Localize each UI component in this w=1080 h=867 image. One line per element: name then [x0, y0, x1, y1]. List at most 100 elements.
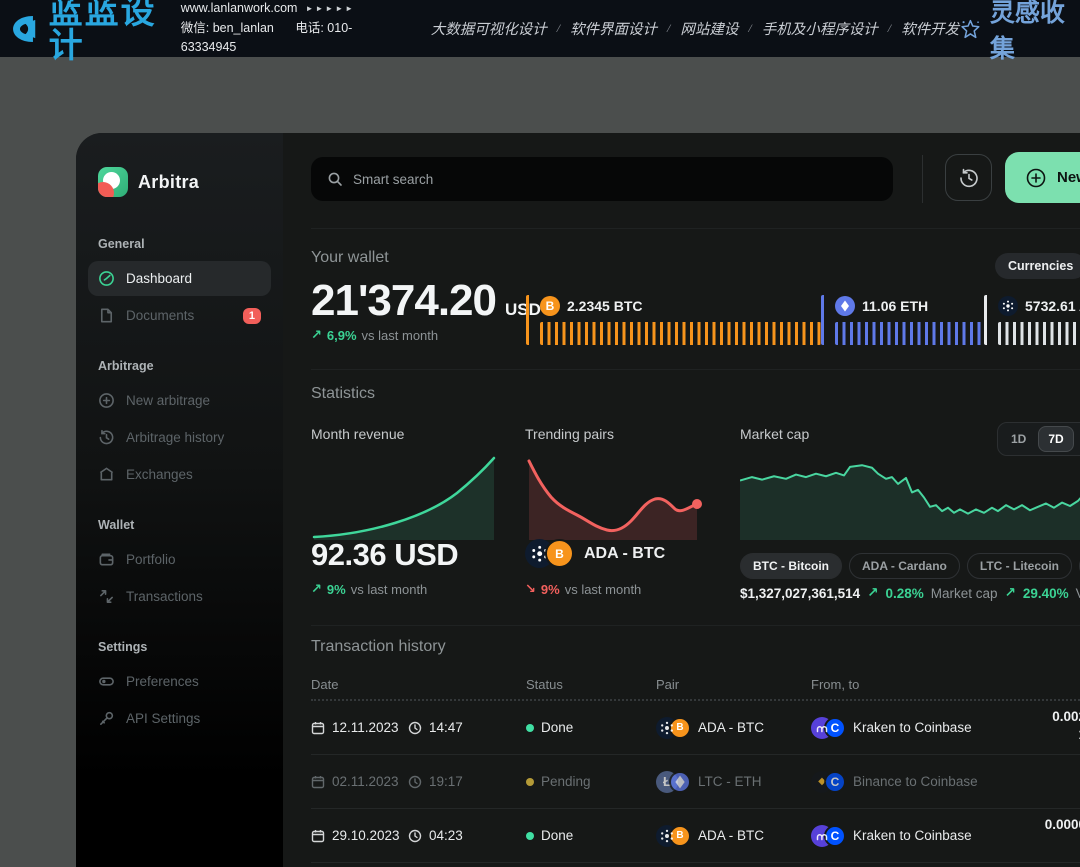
tx-status: Done	[541, 828, 574, 843]
tx-route: Kraken to Coinbase	[853, 828, 972, 843]
sidebar-item-label: Portfolio	[126, 552, 176, 567]
sidebar-item-label: Dashboard	[126, 271, 193, 286]
site-nav: 大数据可视化设计 / 软件界面设计 / 网站建设 / 手机及小程序设计 / 软件…	[431, 18, 959, 39]
nav-section-wallet: Wallet	[98, 518, 135, 532]
statistics-section-title: Statistics	[311, 385, 376, 402]
volume-label: Volume (24	[1076, 586, 1080, 601]
nav-item-bigdata[interactable]: 大数据可视化设计	[430, 22, 547, 38]
wallet-section-title: Your wallet	[311, 249, 389, 266]
range-1m-button[interactable]: 1M	[1076, 426, 1080, 452]
sidebar-item-label: Transactions	[126, 589, 203, 604]
sidebar: Arbitra General Dashboard Documents 1 Ar…	[76, 133, 283, 867]
currencies-button[interactable]: Currencies	[995, 253, 1080, 279]
kraken-icon	[811, 716, 833, 739]
trending-pairs-change: ↘ 9% vs last month	[525, 581, 641, 597]
sidebar-item-arbitrage-history[interactable]: Arbitrage history	[88, 420, 271, 455]
holding-btc: B 2.2345 BTC	[526, 295, 821, 345]
table-row[interactable]: 02.11.2023 19:17 Pending Ł LTC - ETH ◆ C …	[311, 755, 1080, 809]
sidebar-item-label: Documents	[126, 308, 195, 323]
market-cap-value: $1,327,027,361,514	[740, 585, 861, 601]
tag-ltc-litecoin[interactable]: LTC - Litecoin	[966, 553, 1072, 579]
eth-coin-icon	[835, 295, 855, 316]
app-brand[interactable]: Arbitra	[98, 167, 261, 197]
topbar-divider	[922, 155, 923, 203]
tx-route: Binance to Coinbase	[853, 774, 978, 789]
btc-bars-chart	[540, 322, 821, 345]
sidebar-item-portfolio[interactable]: Portfolio	[88, 542, 271, 577]
ada-bars-chart	[998, 322, 1080, 345]
tag-ada-cardano[interactable]: ADA - Cardano	[849, 553, 960, 579]
sidebar-item-new-arbitrage[interactable]: New arbitrage	[88, 383, 271, 418]
up-arrow-icon: ↗	[1004, 585, 1016, 600]
nav-item-website[interactable]: 网站建设	[680, 22, 739, 38]
coinbase-icon: C	[824, 770, 846, 793]
balance-value: 21'374.20	[311, 276, 497, 325]
transactions-section-title: Transaction history	[311, 638, 446, 655]
site-logo[interactable]: 蓝蓝设计	[10, 0, 159, 63]
calendar-icon	[311, 829, 325, 842]
up-arrow-icon: ↗	[311, 327, 322, 342]
tx-date: 02.11.2023	[332, 774, 399, 789]
table-row[interactable]: 12.11.2023 14:47 Done B ADA - BTC C Krak…	[311, 701, 1080, 755]
sidebar-item-api-settings[interactable]: API Settings	[88, 701, 271, 736]
search-input[interactable]	[353, 171, 877, 187]
cap-change-label: Market cap	[930, 585, 998, 601]
nav-separator: /	[556, 21, 561, 35]
change-suffix: vs last month	[350, 581, 428, 597]
table-row[interactable]: 29.10.2023 04:23 Done B ADA - BTC C Krak…	[311, 809, 1080, 863]
trending-pair-label: ADA - BTC	[584, 544, 666, 562]
sidebar-item-dashboard[interactable]: Dashboard	[88, 261, 271, 296]
bank-icon	[99, 467, 114, 481]
balance-currency: USD	[504, 300, 541, 319]
site-header: 蓝蓝设计 www.lanlanwork.com ►►►►► 微信: ben_la…	[0, 0, 1080, 63]
up-arrow-icon: ↗	[867, 585, 879, 600]
nav-item-dev[interactable]: 软件开发	[901, 22, 960, 38]
main-content: New a Your wallet Currencies E 21'374.20…	[283, 133, 1080, 867]
section-divider	[311, 228, 1080, 229]
sidebar-item-label: API Settings	[126, 711, 201, 726]
col-status: Status	[526, 677, 563, 692]
tx-time: 19:17	[429, 774, 463, 789]
tx-route: Kraken to Coinbase	[853, 720, 972, 735]
tx-date: 29.10.2023	[332, 828, 400, 843]
sidebar-item-label: Exchanges	[126, 467, 193, 482]
url-arrows-icon: ►►►►►	[305, 3, 356, 13]
sidebar-item-preferences[interactable]: Preferences	[88, 664, 271, 699]
sidebar-item-exchanges[interactable]: Exchanges	[88, 457, 271, 492]
sidebar-item-documents[interactable]: Documents 1	[88, 298, 271, 333]
history-button[interactable]	[945, 154, 992, 201]
sidebar-item-transactions[interactable]: Transactions	[88, 579, 271, 614]
toggle-icon	[99, 677, 114, 686]
holding-amount: 2.2345 BTC	[567, 297, 643, 314]
range-1d-button[interactable]: 1D	[1001, 426, 1036, 452]
nav-item-software-ui[interactable]: 软件界面设计	[570, 22, 658, 38]
market-cap-tags: BTC - Bitcoin ADA - Cardano LTC - Liteco…	[740, 553, 1080, 579]
holding-amount: 11.06 ETH	[862, 297, 929, 314]
tx-status: Pending	[541, 774, 591, 789]
tx-amount: 0.0000	[1044, 817, 1080, 832]
month-revenue-chart	[311, 455, 497, 540]
col-from-to: From, to	[811, 677, 860, 692]
calendar-icon	[311, 775, 325, 788]
arbitra-app-window: Arbitra General Dashboard Documents 1 Ar…	[76, 133, 1080, 867]
new-button-label: New a	[1057, 169, 1080, 186]
site-url[interactable]: www.lanlanwork.com	[180, 1, 298, 16]
star-sparkle-icon	[961, 19, 980, 38]
calendar-icon	[311, 721, 325, 734]
wallet-filters: Currencies E	[995, 253, 1080, 279]
inspiration-collect-link[interactable]: 灵感收集	[959, 0, 1066, 65]
wallet-change: ↗ 6,9% vs last month	[311, 327, 438, 343]
tag-btc-bitcoin[interactable]: BTC - Bitcoin	[740, 553, 842, 579]
section-divider	[311, 625, 1080, 626]
transfer-arrows-icon	[100, 590, 113, 603]
ada-coin-icon	[656, 824, 678, 847]
new-arbitrage-button[interactable]: New a	[1005, 152, 1080, 203]
nav-item-mobile[interactable]: 手机及小程序设计	[761, 22, 878, 38]
site-logo-text: 蓝蓝设计	[48, 0, 157, 65]
range-7d-button[interactable]: 7D	[1038, 426, 1074, 452]
col-date: Date	[311, 677, 339, 692]
trending-pairs-label: Trending pairs	[525, 426, 614, 442]
btc-coin-icon: B	[669, 716, 691, 739]
wechat-label: 微信: ben_lanlan	[180, 20, 274, 35]
wallet-balance: 21'374.20 USD	[311, 276, 541, 326]
